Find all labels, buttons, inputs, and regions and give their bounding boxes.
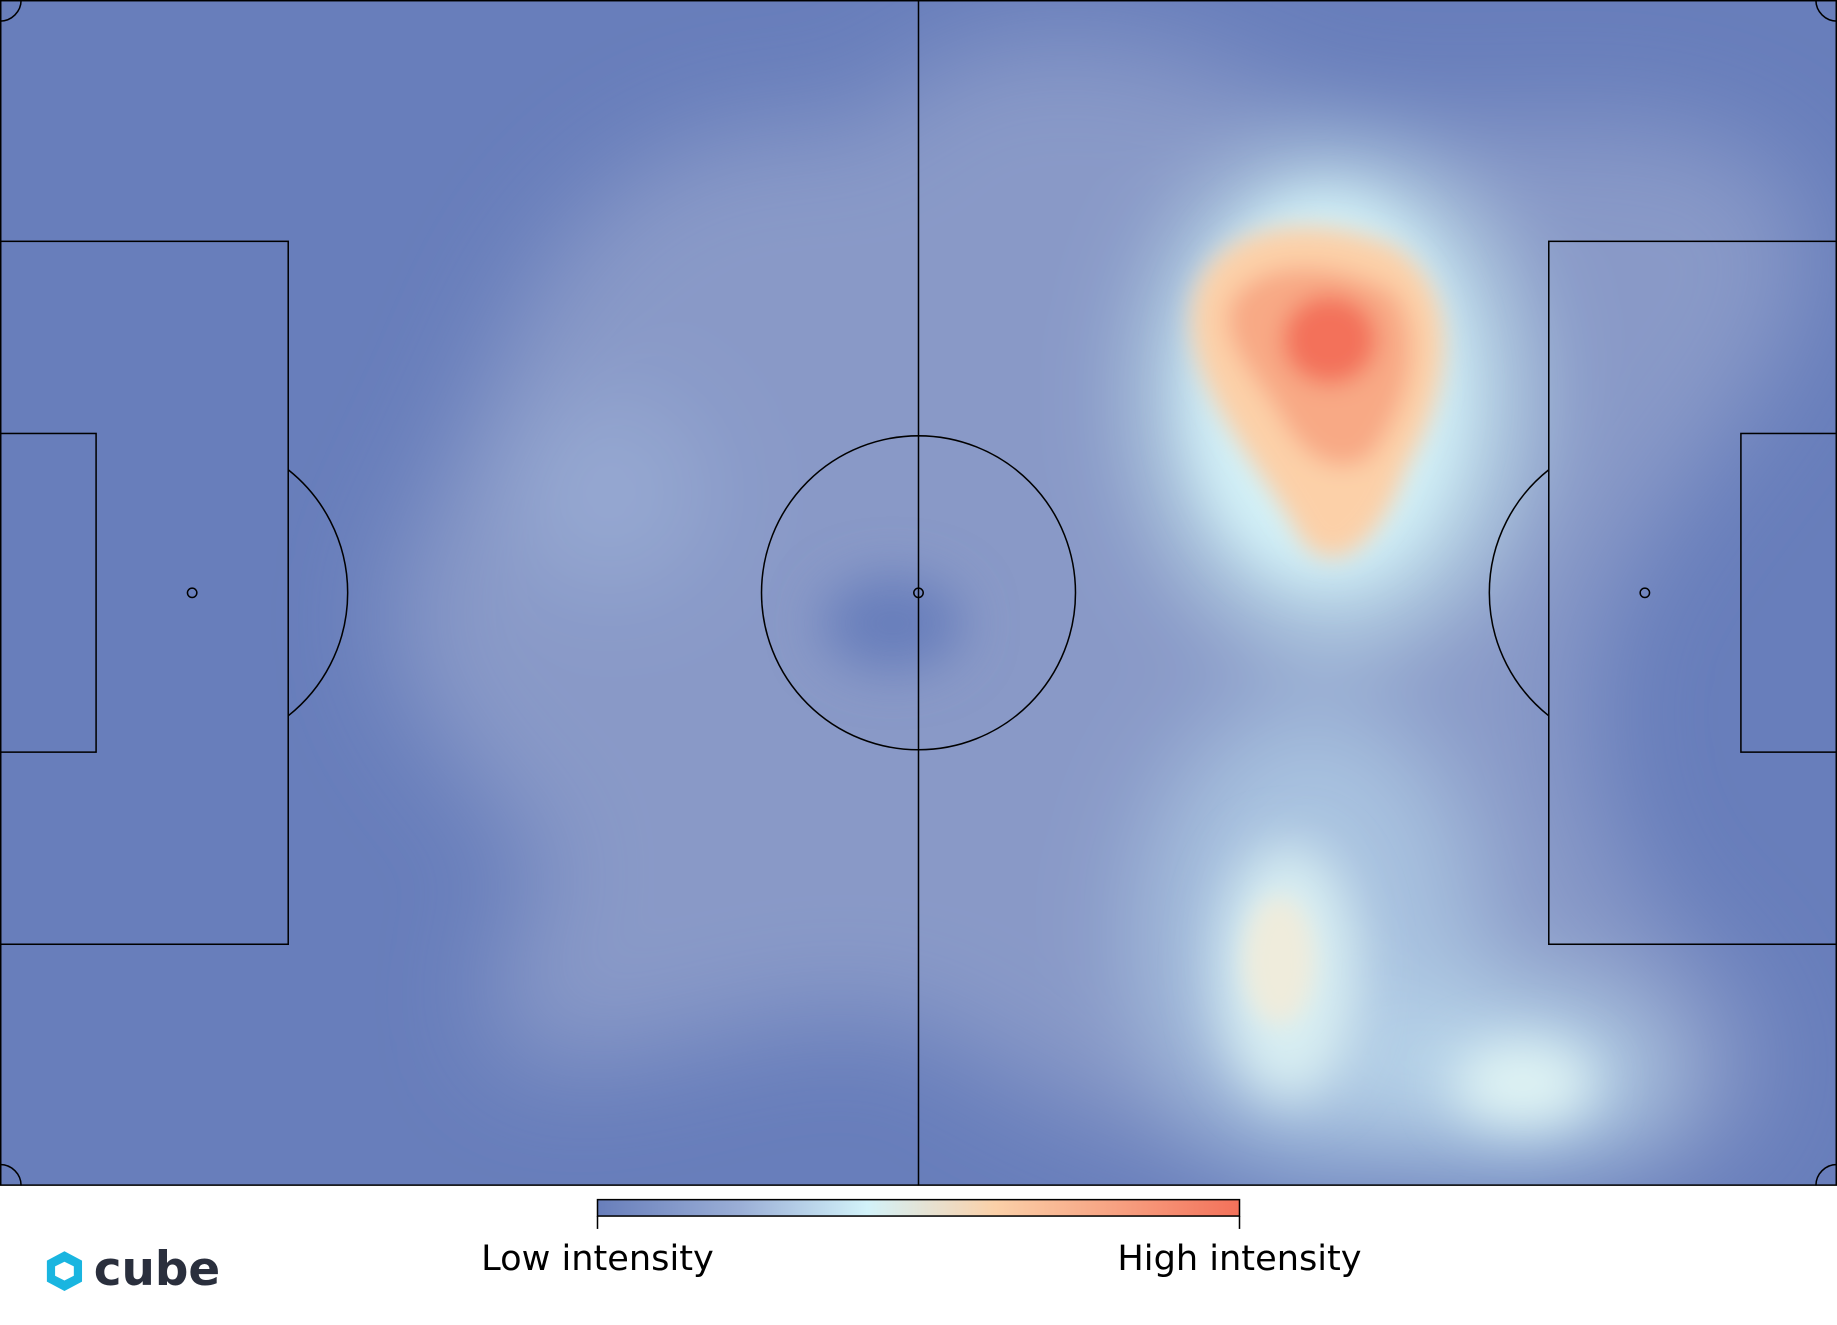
corner-arcs bbox=[0, 0, 1837, 1186]
pitch-lines bbox=[0, 0, 1837, 1186]
center-circle bbox=[760, 435, 1077, 751]
colorbar: Low intensity High intensity bbox=[481, 1198, 1362, 1279]
left-penalty-arc bbox=[287, 469, 349, 717]
colorbar-low-label: Low intensity bbox=[481, 1238, 714, 1279]
colorbar-high-label: High intensity bbox=[1117, 1238, 1361, 1279]
colorbar-gradient bbox=[596, 1198, 1241, 1217]
right-penalty-arc bbox=[1488, 469, 1550, 717]
logo-text: cube bbox=[94, 1243, 220, 1297]
right-penalty-spot bbox=[1639, 587, 1651, 599]
left-penalty-spot bbox=[186, 587, 198, 599]
logo: cube bbox=[46, 1243, 220, 1297]
logo-icon bbox=[46, 1251, 83, 1292]
left-six-yard-box bbox=[0, 432, 97, 753]
center-spot bbox=[913, 587, 924, 599]
